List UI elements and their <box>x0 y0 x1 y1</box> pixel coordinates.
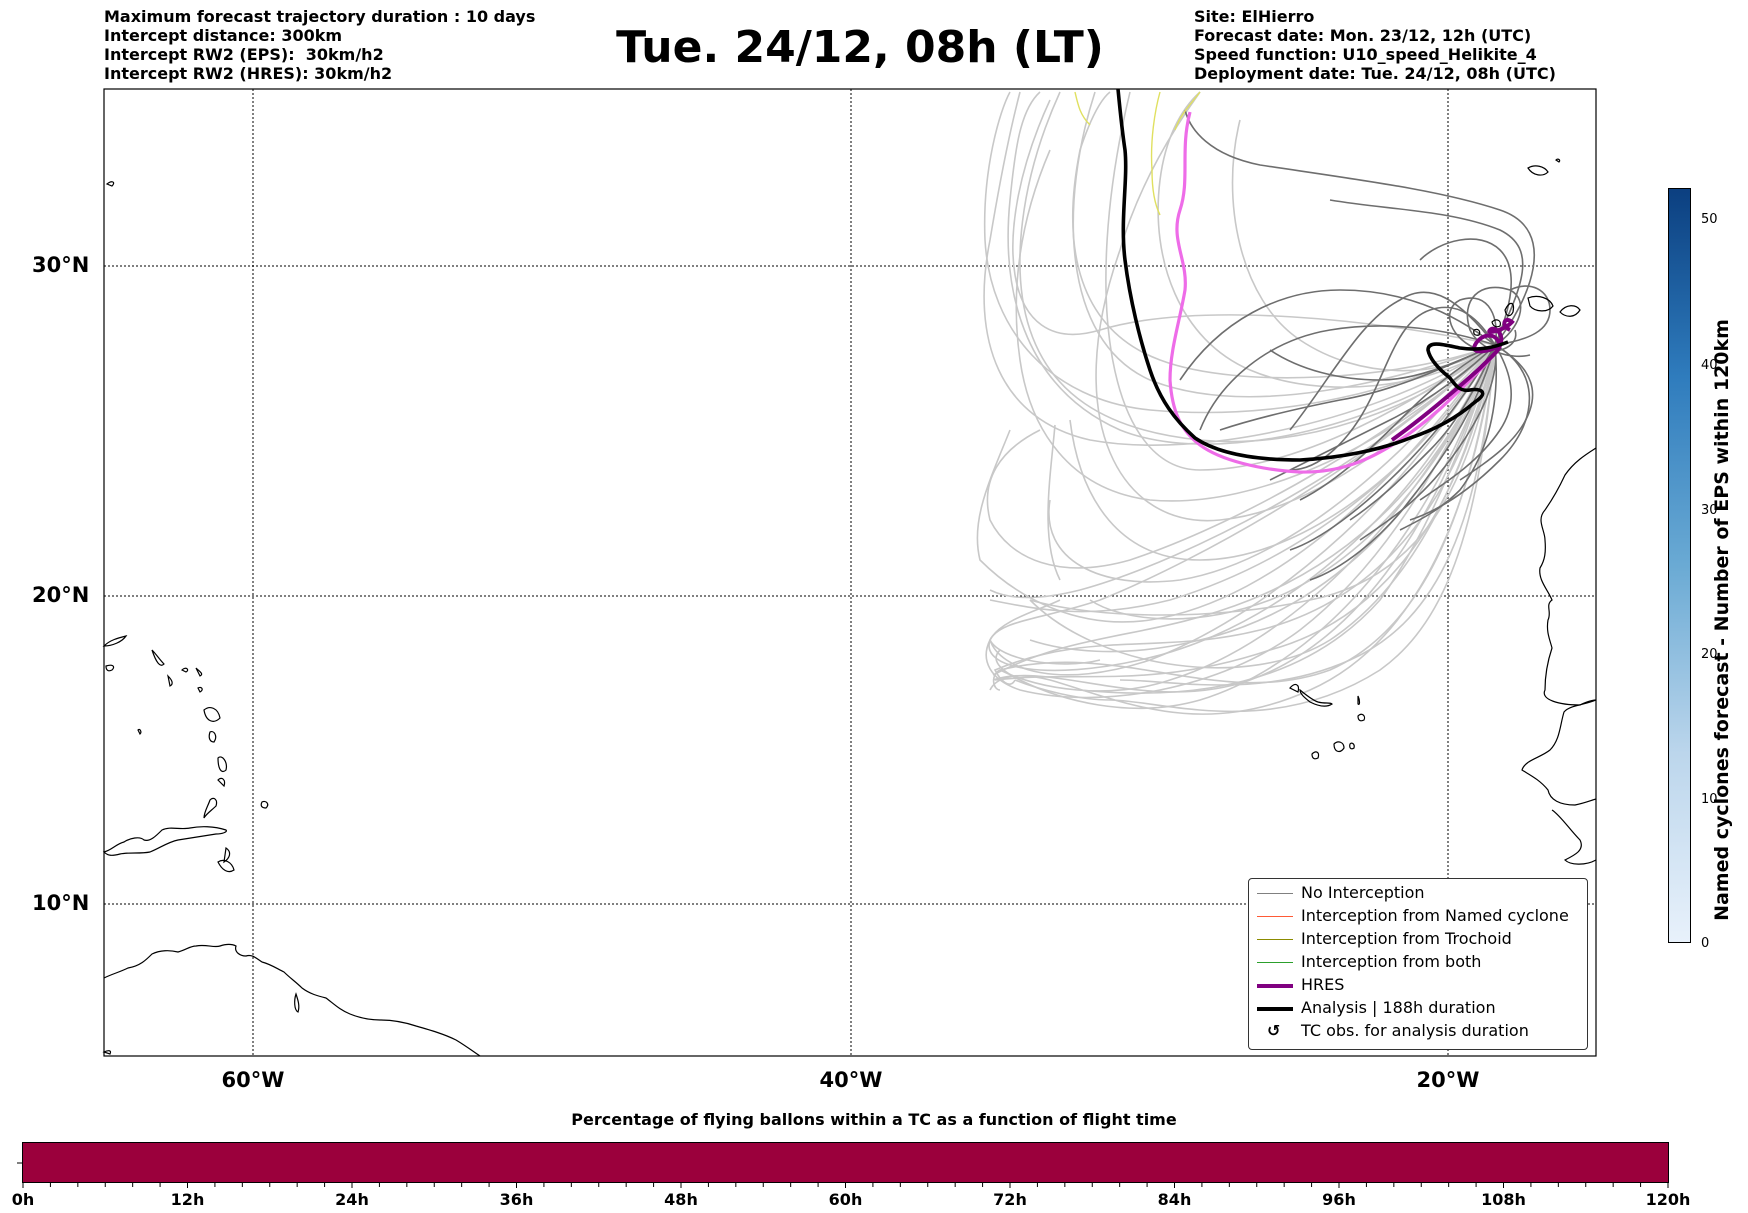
header-right-line: Deployment date: Tue. 24/12, 08h (UTC) <box>1194 64 1556 83</box>
lat-label-10n: 10°N <box>32 891 90 915</box>
flight-bar-tick-label: 48h <box>664 1190 698 1209</box>
lat-label-20n: 20°N <box>32 583 90 607</box>
flight-bar-tick-label: 36h <box>499 1190 534 1209</box>
legend-item-tc-obs: ↺ TC obs. for analysis duration <box>1249 1021 1587 1043</box>
flight-bar-title: Percentage of flying ballons within a TC… <box>571 1110 1177 1129</box>
hres-trajectory-dark <box>1390 318 1515 442</box>
colorbar-tick: 40 <box>1701 358 1718 373</box>
legend-label: HRES <box>1301 975 1345 994</box>
eps-trajectories-southwest <box>989 344 1496 715</box>
coastline-canary-islands <box>1473 295 1581 336</box>
coastline-cape-verde <box>1289 683 1366 760</box>
lon-label-20w: 20°W <box>1416 1068 1480 1092</box>
legend-label: Interception from Trochoid <box>1301 929 1512 948</box>
legend-item-named-cyclone: Interception from Named cyclone <box>1249 906 1587 928</box>
legend-line <box>1257 962 1293 963</box>
header-left-info: Maximum forecast trajectory duration : 1… <box>104 7 535 83</box>
legend-line <box>1257 939 1293 940</box>
yellow-trajectories <box>1074 91 1201 216</box>
legend-line <box>1257 893 1293 894</box>
lon-label-40w: 40°W <box>819 1068 883 1092</box>
header-right-info: Site: ElHierro Forecast date: Mon. 23/12… <box>1194 7 1556 83</box>
header-left-line: Intercept RW2 (EPS): 30km/h2 <box>104 45 384 64</box>
legend-item-both: Interception from both <box>1249 952 1587 974</box>
flight-bar-fill <box>22 1142 1669 1183</box>
colorbar-tick: 0 <box>1701 936 1710 951</box>
header-left-line: Intercept RW2 (HRES): 30km/h2 <box>104 64 393 83</box>
legend-label: Analysis | 188h duration <box>1301 998 1496 1017</box>
lat-label-30n: 30°N <box>32 253 90 277</box>
colorbar-tick: 10 <box>1701 792 1718 807</box>
tc-symbol-icon: ↺ <box>1267 1021 1281 1040</box>
legend-line <box>1257 984 1293 988</box>
flight-bar-tick-label: 96h <box>1322 1190 1356 1209</box>
colorbar <box>1668 188 1691 943</box>
legend-item-trochoid: Interception from Trochoid <box>1249 929 1587 951</box>
flight-bar-tick-label: 60h <box>828 1190 863 1209</box>
coastline-madeira <box>1527 158 1561 176</box>
hres-trajectory-light <box>1168 111 1502 474</box>
legend-line <box>1257 1007 1293 1011</box>
flight-bar-tick-label: 72h <box>993 1190 1027 1209</box>
flight-bar <box>17 1142 1669 1188</box>
flight-bar-tick-label: 108h <box>1481 1190 1526 1209</box>
legend-label: TC obs. for analysis duration <box>1301 1021 1529 1040</box>
legend-item-no-interception: No Interception <box>1249 883 1587 905</box>
header-right-line: Site: ElHierro <box>1194 7 1315 26</box>
flight-bar-tick-label: 12h <box>170 1190 205 1209</box>
page-title: Tue. 24/12, 08h (LT) <box>616 22 1104 73</box>
flight-bar-tick-label: 0h <box>11 1190 35 1209</box>
flight-bar-tick-label: 120h <box>1645 1190 1691 1209</box>
colorbar-fill <box>1668 188 1691 943</box>
legend-line <box>1257 916 1293 917</box>
header-left-line: Intercept distance: 300km <box>104 26 343 45</box>
coastline-caribbean <box>102 181 481 1057</box>
eps-trajectories-dark <box>1179 109 1551 581</box>
map-legend: No Interception Interception from Named … <box>1248 878 1588 1050</box>
legend-label: Interception from both <box>1301 952 1482 971</box>
legend-item-analysis: Analysis | 188h duration <box>1249 998 1587 1020</box>
coastline-africa <box>1539 447 1597 706</box>
colorbar-tick: 50 <box>1701 212 1718 227</box>
analysis-trajectory <box>1116 88 1509 462</box>
coastline-west-africa-bissau <box>1551 809 1597 865</box>
colorbar-tick: 20 <box>1701 647 1718 662</box>
coastline-west-africa <box>1521 699 1597 806</box>
flight-bar-ticks <box>22 1183 1669 1188</box>
lon-label-60w: 60°W <box>221 1068 285 1092</box>
flight-bar-tick-label: 84h <box>1157 1190 1192 1209</box>
header-right-line: Forecast date: Mon. 23/12, 12h (UTC) <box>1194 26 1532 45</box>
legend-label: Interception from Named cyclone <box>1301 906 1569 925</box>
colorbar-tick: 30 <box>1701 503 1718 518</box>
header-left-line: Maximum forecast trajectory duration : 1… <box>104 7 536 26</box>
header-right-line: Speed function: U10_speed_Helikite_4 <box>1194 45 1537 64</box>
flight-bar-tick-label: 24h <box>335 1190 369 1209</box>
eps-trajectories-light <box>976 91 1496 710</box>
legend-item-hres: HRES <box>1249 975 1587 997</box>
colorbar-label: Named cyclones forecast - Number of EPS … <box>1711 319 1733 921</box>
legend-label: No Interception <box>1301 883 1425 902</box>
